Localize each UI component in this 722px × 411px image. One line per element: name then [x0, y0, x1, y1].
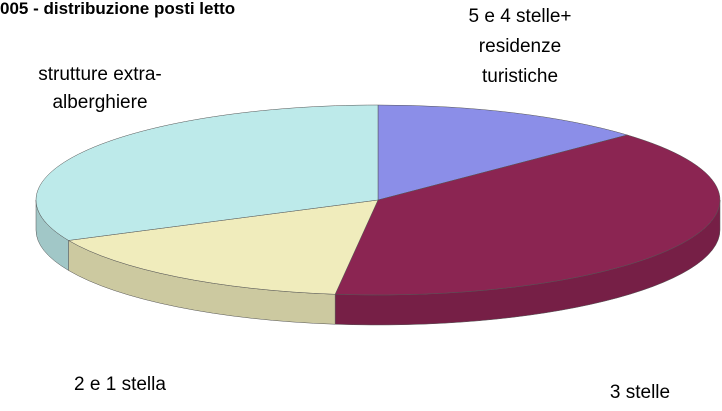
- slice-label: 3 stelle: [610, 382, 670, 403]
- pie-slice: [35, 104, 379, 241]
- label-line: strutture extra-: [38, 64, 162, 85]
- slice-label: 2 e 1 stella: [74, 374, 166, 395]
- label-line: 5 e 4 stelle+: [469, 6, 572, 27]
- pie-slice: [377, 104, 629, 201]
- slice-label: strutture extra-alberghiere: [38, 64, 162, 113]
- pie-slice: [334, 134, 721, 296]
- slice-label: 5 e 4 stelle+ residenze turistiche: [469, 6, 572, 87]
- label-line: 2 e 1 stella: [74, 374, 166, 395]
- label-line: 3 stelle: [610, 382, 670, 403]
- label-line: turistiche: [482, 66, 558, 87]
- chart-title: 005 - distribuzione posti letto: [0, 0, 235, 18]
- label-line: residenze: [479, 36, 561, 57]
- pie-slice: [67, 199, 379, 295]
- label-line: alberghiere: [52, 92, 147, 113]
